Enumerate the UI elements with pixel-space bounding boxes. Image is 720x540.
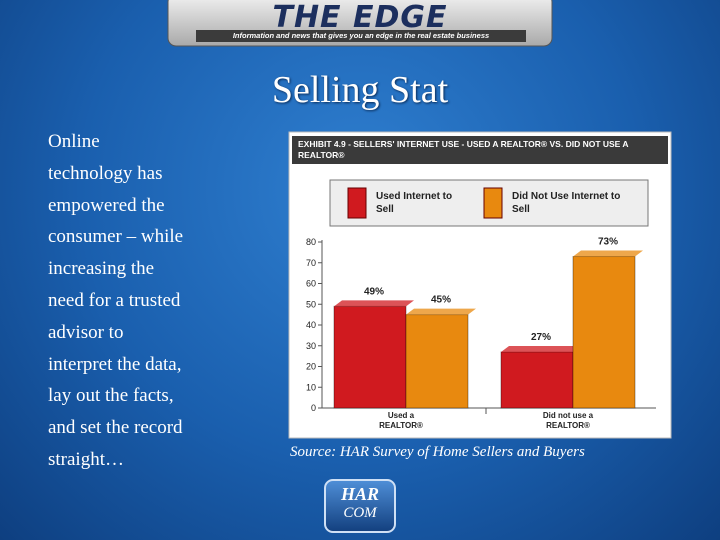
body-line: consumer – while [48, 226, 184, 248]
body-line: advisor to [48, 321, 124, 343]
bar-top [501, 345, 581, 352]
y-tick-label: 70 [306, 258, 316, 268]
body-line: need for a trusted [48, 289, 181, 311]
legend-swatch [483, 187, 503, 219]
bar [405, 314, 469, 409]
bar-top [573, 250, 643, 257]
value-label: 73% [598, 237, 618, 248]
banner-band [196, 30, 526, 42]
y-tick-label: 10 [306, 382, 316, 392]
y-tick-label: 40 [306, 320, 316, 330]
body-line: technology has [48, 162, 163, 184]
y-tick-label: 30 [306, 341, 316, 351]
body-line: lay out the facts, [48, 385, 174, 407]
value-label: 49% [364, 286, 384, 297]
bar [572, 256, 636, 409]
value-label: 27% [531, 332, 551, 343]
logo-bottom: COM [343, 505, 377, 521]
y-tick-label: 60 [306, 279, 316, 289]
slide-title: Selling Stat [271, 69, 449, 111]
value-label: 45% [431, 295, 451, 306]
body-line: and set the record [48, 417, 183, 439]
y-tick-label: 20 [306, 362, 316, 372]
logo [324, 479, 396, 533]
bar [333, 305, 407, 409]
x-tick-label: Used a REALTOR® [379, 411, 423, 430]
x-tick-label: Did not use a REALTOR® [542, 411, 594, 430]
y-tick-label: 0 [311, 403, 316, 413]
header-tagline: Information and news that gives you an e… [232, 31, 490, 40]
y-tick-label: 80 [306, 237, 316, 247]
legend-label: Used Internet to Sell [376, 191, 453, 215]
chart-title-bar [292, 136, 668, 164]
logo-top: HAR [340, 484, 379, 504]
bar [500, 351, 574, 409]
bar-top [334, 300, 414, 307]
body-text: Online technology has empowered the consume… [48, 126, 183, 476]
body-line: empowered the [48, 194, 165, 216]
source: Source: HAR Survey of Home Sellers and B… [290, 444, 585, 460]
legend-swatch [347, 187, 367, 219]
body-line: Online [48, 131, 100, 152]
bar-top [406, 308, 476, 315]
body-line: interpret the data, [48, 353, 182, 375]
header-title: THE EDGE [272, 0, 448, 35]
legend-label: Did Not Use Internet to Sell [512, 191, 621, 215]
chart-title: EXHIBIT 4.9 - SELLERS' INTERNET USE - US… [298, 139, 629, 160]
body-line: increasing the [48, 258, 155, 280]
y-tick-label: 50 [306, 299, 316, 309]
body-line: straight… [48, 448, 124, 470]
